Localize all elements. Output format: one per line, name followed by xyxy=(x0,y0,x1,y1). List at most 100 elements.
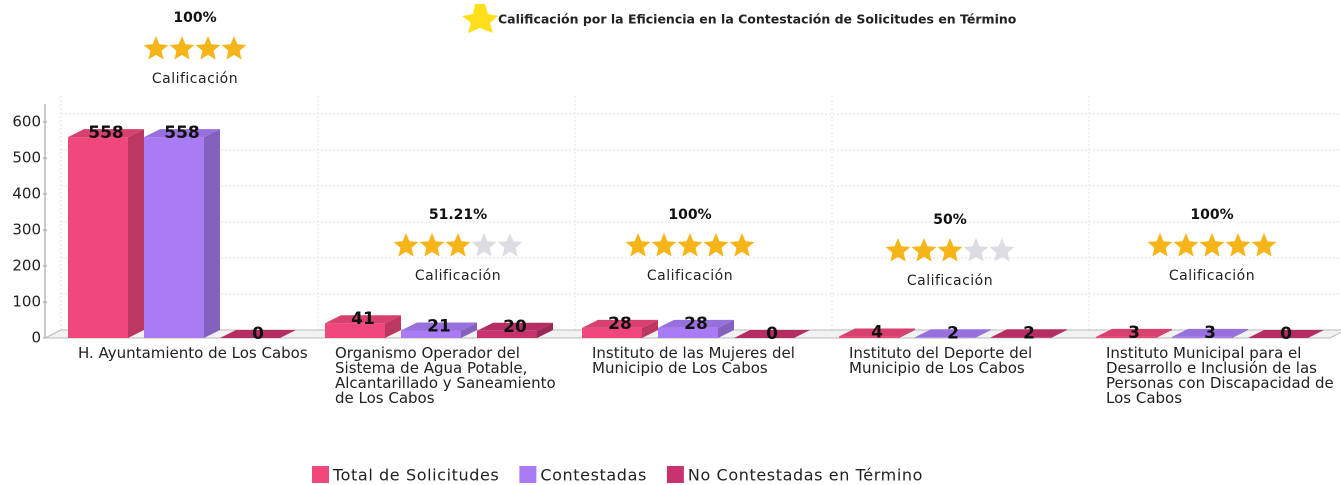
legend-swatch xyxy=(666,466,684,483)
value-label: 3 xyxy=(1204,323,1216,343)
rating-star xyxy=(471,233,497,257)
rating-label: 50% xyxy=(933,212,967,228)
bar-side xyxy=(461,322,477,338)
bar-side xyxy=(537,322,553,338)
value-label: 4 xyxy=(871,323,883,343)
bar-front xyxy=(1172,336,1232,338)
value-label: 0 xyxy=(252,324,264,344)
bar-front xyxy=(68,137,128,338)
rating-star xyxy=(651,233,677,257)
bar-top xyxy=(325,315,401,324)
bar-top xyxy=(68,129,144,138)
value-label: 3 xyxy=(1128,323,1140,343)
bar xyxy=(477,322,553,338)
y-tick-label: 400 xyxy=(12,185,41,203)
rating-star xyxy=(1147,233,1173,257)
value-label: 21 xyxy=(427,316,451,336)
bar-top xyxy=(991,329,1067,338)
bar-side xyxy=(385,315,401,338)
rating-caption: Calificación xyxy=(1169,268,1255,284)
bar xyxy=(68,129,144,338)
chart-title: Calificación por la Eficiencia en la Con… xyxy=(498,12,1017,27)
y-tick-label: 300 xyxy=(12,221,41,239)
category-label: Instituto del Deporte del Municipio de L… xyxy=(849,344,1033,377)
rating-caption: Calificación xyxy=(415,268,501,284)
y-tick-label: 200 xyxy=(12,257,41,275)
bar-side xyxy=(1156,328,1172,338)
value-label: 20 xyxy=(503,317,527,337)
bar-top xyxy=(220,330,296,338)
rating-star xyxy=(445,233,471,257)
bar-top xyxy=(1248,330,1324,338)
value-label: 2 xyxy=(1023,323,1035,343)
rating-star xyxy=(195,36,221,60)
bar xyxy=(658,319,734,338)
rating-caption: Calificación xyxy=(907,273,993,289)
bar-front xyxy=(658,327,718,338)
rating-label: 100% xyxy=(1190,207,1233,223)
rating-star xyxy=(989,238,1015,262)
y-tick-label: 600 xyxy=(12,113,41,131)
rating-star xyxy=(677,233,703,257)
rating-caption: Calificación xyxy=(152,71,238,87)
bar xyxy=(734,330,810,338)
rating-label: 51.21% xyxy=(429,207,487,223)
bar-top xyxy=(658,319,734,328)
category-label: Organismo Operador del Sistema de Agua P… xyxy=(335,344,556,407)
bar-front xyxy=(325,323,385,338)
category-label: Instituto Municipal para el Desarrollo e… xyxy=(1106,344,1334,407)
bar-top xyxy=(1172,328,1248,337)
value-label: 2 xyxy=(947,323,959,343)
rating-star xyxy=(963,238,989,262)
bar-front xyxy=(1096,336,1156,338)
bar-top xyxy=(582,319,658,328)
rating-label: 100% xyxy=(668,207,711,223)
bar-front xyxy=(839,336,899,338)
value-label: 558 xyxy=(164,123,200,143)
value-label: 0 xyxy=(1280,324,1292,344)
category-label: H. Ayuntamiento de Los Cabos xyxy=(78,344,308,362)
value-label: 28 xyxy=(608,314,632,334)
bar xyxy=(144,129,220,338)
bar-top xyxy=(734,330,810,338)
bar xyxy=(401,322,477,338)
rating-label: 100% xyxy=(173,10,216,26)
bar xyxy=(839,328,915,338)
bar xyxy=(325,315,401,338)
bar-side xyxy=(975,329,991,338)
rating-star xyxy=(1173,233,1199,257)
bar-side xyxy=(899,328,915,338)
bar-side xyxy=(128,129,144,338)
rating-star xyxy=(703,233,729,257)
bar-side xyxy=(204,129,220,338)
rating-star xyxy=(937,238,963,262)
rating-star xyxy=(625,233,651,257)
y-tick-label: 0 xyxy=(31,329,41,347)
legend-swatch xyxy=(519,466,537,483)
bar-top xyxy=(144,129,220,138)
y-tick-label: 500 xyxy=(12,149,41,167)
rating-star xyxy=(1251,233,1277,257)
bar xyxy=(582,319,658,338)
legend-swatch xyxy=(312,466,329,483)
bar-front xyxy=(401,330,461,338)
bar xyxy=(1248,330,1324,338)
bar-side xyxy=(1051,329,1067,338)
rating-star xyxy=(729,233,755,257)
rating-star xyxy=(1225,233,1251,257)
bar-front xyxy=(582,327,642,338)
bar-top xyxy=(915,329,991,338)
rating-star xyxy=(885,238,911,262)
bar-top xyxy=(839,328,915,337)
rating-star xyxy=(393,233,419,257)
bar xyxy=(1172,328,1248,338)
bar-front xyxy=(915,337,975,338)
legend-label: Contestadas xyxy=(540,466,647,485)
bar-side xyxy=(1232,328,1248,338)
rating-star xyxy=(221,36,247,60)
bar-top xyxy=(1096,328,1172,337)
bar-top xyxy=(477,322,553,331)
bar-front xyxy=(477,330,537,338)
